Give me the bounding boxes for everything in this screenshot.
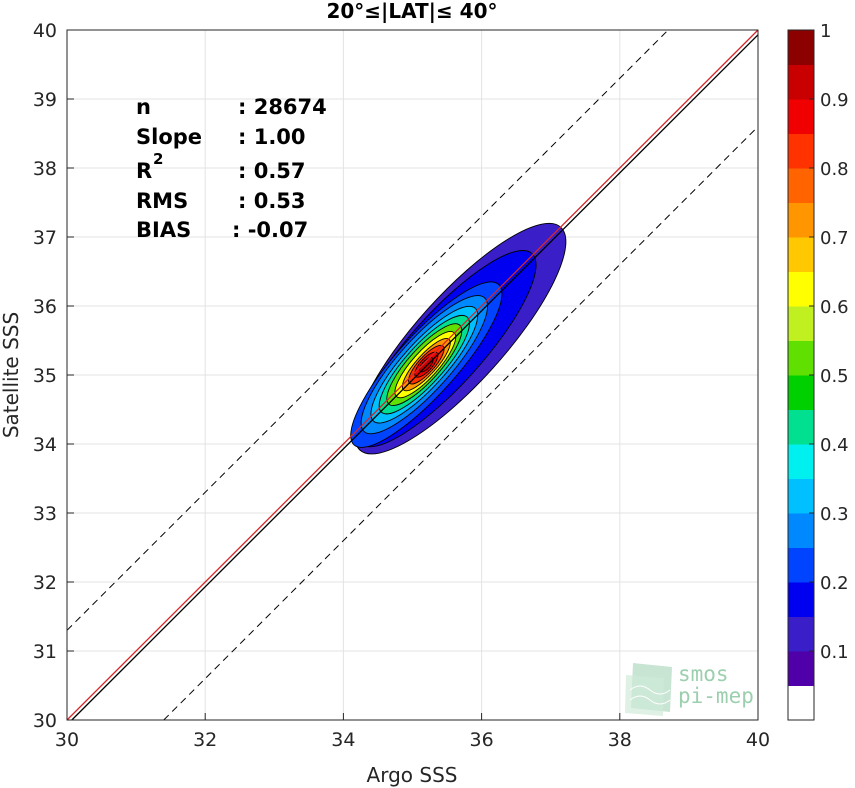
- colorbar-tick-label: 0.3: [820, 504, 849, 525]
- colorbar-tick-label: 0.5: [820, 366, 849, 387]
- colorbar-tick-label: 0.8: [820, 159, 849, 180]
- y-tick-label: 39: [33, 89, 57, 111]
- smos-pimep-logo: smos pi-mep: [625, 662, 754, 716]
- colorbar-segment: [788, 133, 814, 169]
- logo-text-pimep: pi-mep: [678, 684, 754, 708]
- stats-box: n : 28674 Slope : 1.00 R 2 : 0.57 RMS : …: [136, 95, 327, 242]
- x-tick-label: 38: [608, 729, 632, 751]
- y-tick-label: 34: [33, 434, 57, 456]
- colorbar-segment: [788, 409, 814, 445]
- colorbar-segment: [788, 271, 814, 307]
- y-tick-label: 30: [33, 710, 57, 732]
- x-axis-label: Argo SSS: [367, 763, 458, 787]
- stat-superscript-r2: 2: [153, 150, 163, 168]
- stat-label-bias: BIAS: [136, 218, 191, 242]
- one-to-one-line: [66, 29, 759, 721]
- stat-label-n: n: [136, 95, 151, 119]
- x-tick-label: 34: [331, 729, 355, 751]
- colorbar-ticks: 0.1 0.2 0.3 0.4 0.5 0.6 0.7 0.8 0.9 1: [809, 21, 849, 663]
- density-contours: [350, 222, 567, 455]
- y-tick-label: 36: [33, 296, 57, 318]
- envelope-line: [163, 126, 759, 721]
- colorbar-segment: [788, 651, 814, 686]
- colorbar-segment: [788, 99, 814, 134]
- colorbar-segment: [788, 64, 814, 100]
- stat-value-slope: : 1.00: [238, 125, 306, 149]
- colorbar-segment: [788, 168, 814, 203]
- x-tick-label: 40: [746, 729, 770, 751]
- axis-ticks: 30 32 34 36 38 40 30 31 32 33 34 35 36 37 38 39 40: [33, 20, 770, 751]
- colorbar: [787, 29, 815, 721]
- y-tick-label: 33: [33, 503, 57, 525]
- x-tick-label: 30: [55, 729, 79, 751]
- colorbar-segment: [788, 30, 814, 65]
- colorbar-segment: [788, 513, 814, 548]
- colorbar-tick-label: 0.7: [820, 228, 849, 249]
- y-tick-label: 37: [33, 227, 57, 249]
- x-tick-label: 36: [470, 729, 494, 751]
- colorbar-segment: [788, 306, 814, 341]
- colorbar-tick-label: 0.1: [820, 642, 849, 663]
- logo-emblem-icon: [625, 663, 672, 716]
- colorbar-segment: [788, 547, 814, 583]
- colorbar-tick-label: 0.9: [820, 90, 849, 111]
- logo-text-smos: smos: [678, 662, 729, 686]
- colorbar-segment: [788, 478, 814, 514]
- envelope-line: [66, 29, 669, 631]
- colorbar-segment: [788, 375, 814, 410]
- stat-label-r2: R: [136, 159, 152, 183]
- y-tick-label: 40: [33, 20, 57, 42]
- chart-title: 20°≤|LAT|≤ 40°: [326, 0, 497, 23]
- y-tick-label: 38: [33, 158, 57, 180]
- colorbar-segment: [788, 237, 814, 272]
- stat-label-slope: Slope: [136, 125, 202, 149]
- colorbar-tick-label: 0.2: [820, 573, 849, 594]
- colorbar-segment: [788, 444, 814, 479]
- colorbar-segment: [788, 685, 814, 721]
- stat-value-r2: : 0.57: [238, 159, 306, 183]
- colorbar-tick-label: 0.6: [820, 297, 849, 318]
- colorbar-segment: [788, 340, 814, 376]
- colorbar-segment: [788, 616, 814, 652]
- reference-lines: [66, 29, 759, 721]
- stat-value-bias: : -0.07: [232, 218, 308, 242]
- colorbar-tick-label: 1: [820, 21, 831, 42]
- y-axis-label: Satellite SSS: [0, 312, 23, 438]
- stat-value-rms: : 0.53: [238, 189, 306, 213]
- fit-line: [71, 34, 759, 721]
- y-tick-label: 32: [33, 572, 57, 594]
- colorbar-tick-label: 0.4: [820, 435, 849, 456]
- stat-label-rms: RMS: [136, 189, 188, 213]
- colorbar-segment: [788, 582, 814, 617]
- y-tick-label: 31: [33, 641, 57, 663]
- stat-value-n: : 28674: [238, 95, 327, 119]
- x-tick-label: 32: [193, 729, 217, 751]
- colorbar-segment: [788, 202, 814, 238]
- y-tick-label: 35: [33, 365, 57, 387]
